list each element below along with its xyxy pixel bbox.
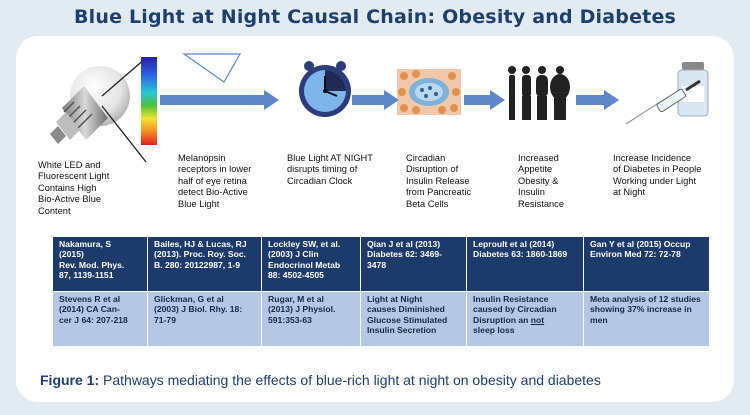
step-2-label: Melanopsin receptors in lower half of ey… <box>178 153 252 209</box>
reference-cell: Rugar, M et al (2013) J Physiol. 591:353… <box>261 291 361 347</box>
flow-arrow-1 <box>160 90 279 110</box>
references-row-1: Nakamura, S (2015) Rev. Mod. Phys. 87, 1… <box>52 236 710 292</box>
flow-arrow-2 <box>352 90 399 110</box>
reference-text: Insulin Resistance caused by Circadian D… <box>473 294 557 325</box>
references-table: Nakamura, S (2015) Rev. Mod. Phys. 87, 1… <box>52 236 710 347</box>
reference-cell: Stevens R et al (2014) CA Can- cer J 64:… <box>52 291 148 347</box>
figure-caption: Figure 1: Pathways mediating the effects… <box>40 372 730 388</box>
step-6-label: Increase Incidence of Diabetes in People… <box>613 153 702 198</box>
caption-text: Pathways mediating the effects of blue-r… <box>99 372 601 388</box>
step-5-label: Increased Appetite Obesity & Insulin Res… <box>518 153 564 209</box>
reference-cell: Gan Y et al (2015) Occup Environ Med 72:… <box>583 236 710 292</box>
flow-arrow-3 <box>464 90 505 110</box>
reference-cell: Lockley SW, et al. (2003) J Clin Endocri… <box>261 236 361 292</box>
figure-title: Blue Light at Night Causal Chain: Obesit… <box>73 6 677 28</box>
led-bulb-icon <box>50 66 130 144</box>
step-1-label: White LED and Fluorescent Light Contains… <box>38 160 110 216</box>
flow-arrow-4 <box>576 90 619 110</box>
reference-cell: Light at Night causes Diminished Glucose… <box>360 291 467 347</box>
reference-cell: Nakamura, S (2015) Rev. Mod. Phys. 87, 1… <box>52 236 148 292</box>
reference-cell: Leproult et al (2014) Diabetes 63: 1860-… <box>466 236 584 292</box>
step-3-label: Blue Light AT NIGHT disrupts timing of C… <box>287 153 373 186</box>
pancreatic-cells-icon <box>397 69 461 115</box>
eye-retina-icon <box>182 53 242 83</box>
weight-gain-silhouettes-icon <box>508 66 570 120</box>
emphasis-not: not <box>530 314 545 325</box>
insulin-syringe-icon <box>625 62 709 125</box>
reference-cell-insulin-resistance: Insulin Resistance caused by Circadian D… <box>466 291 584 347</box>
reference-cell: Bailes, HJ & Lucas, RJ (2013). Proc. Roy… <box>147 236 262 292</box>
light-spectrum-icon <box>141 57 157 145</box>
clock-icon <box>299 61 351 117</box>
step-4-label: Circadian Disruption of Insulin Release … <box>406 153 472 209</box>
references-row-2: Stevens R et al (2014) CA Can- cer J 64:… <box>52 291 710 347</box>
reference-cell: Glickman, G et al (2003) J Biol. Rhy. 18… <box>147 291 262 347</box>
reference-cell: Qian J et al (2013) Diabetes 62: 3469- 3… <box>360 236 467 292</box>
reference-text-tail: sleep loss <box>473 324 515 335</box>
spectrum-beam <box>101 57 147 163</box>
reference-cell: Meta analysis of 12 studies showing 37% … <box>583 291 710 347</box>
caption-label: Figure 1: <box>40 372 100 388</box>
